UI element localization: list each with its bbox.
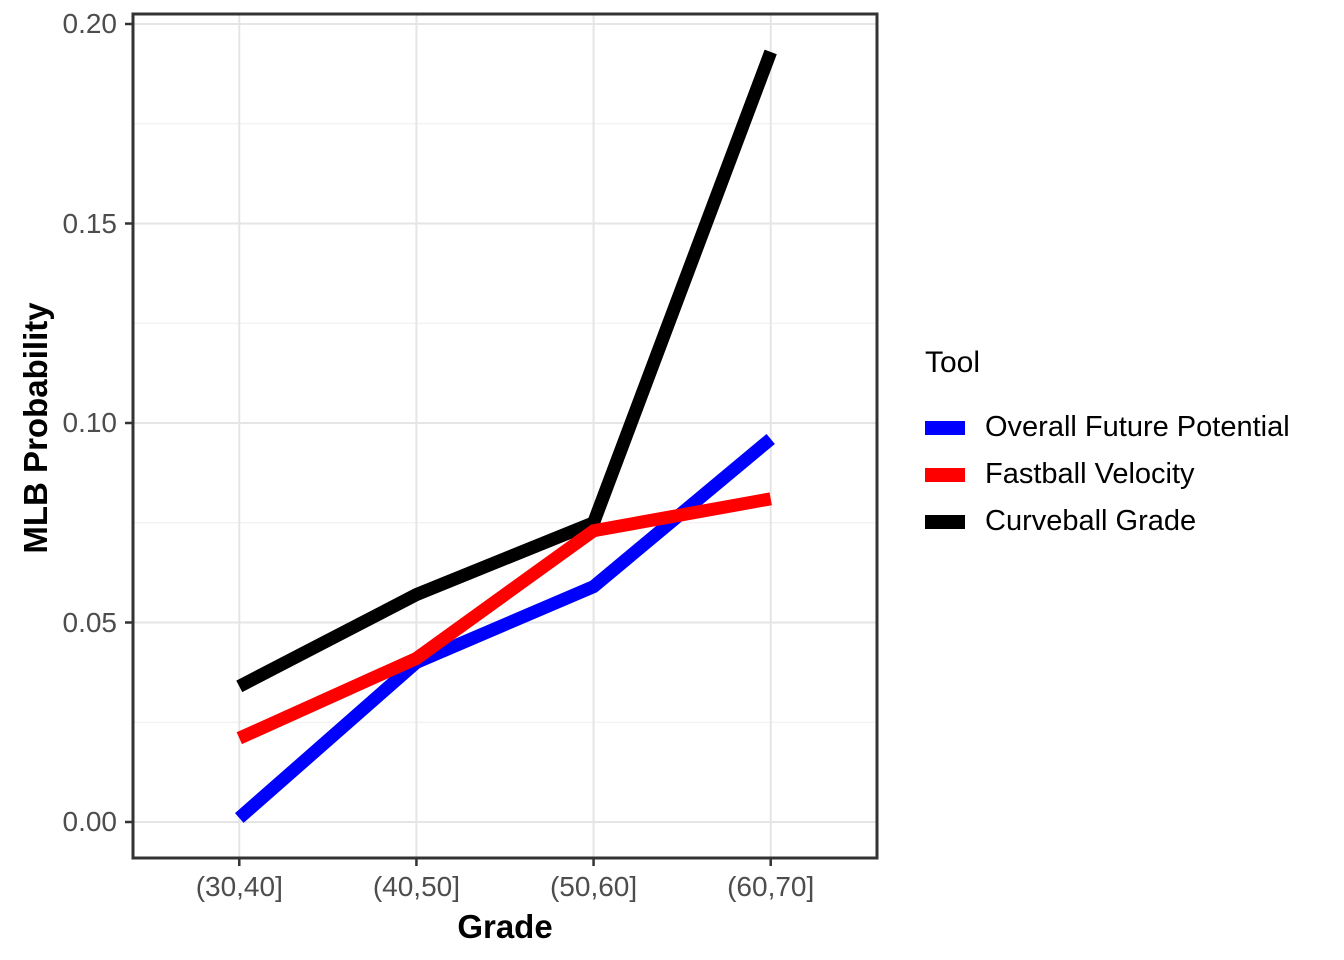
y-tick-label: 0.10 [62, 407, 118, 438]
legend-label: Fastball Velocity [985, 458, 1195, 490]
legend-label: Curveball Grade [985, 505, 1197, 537]
y-tick-label: 0.15 [62, 207, 118, 239]
x-tick-label: (50,60] [549, 871, 638, 902]
y-tick-label: 0.00 [62, 806, 118, 837]
x-axis-title: Grade [457, 908, 553, 945]
legend-label: Overall Future Potential [985, 411, 1290, 443]
legend-title: Tool [925, 346, 981, 379]
legend-swatch-curveball-grade [925, 514, 965, 529]
legend-swatch-overall-future-potential [925, 420, 965, 435]
legend-swatch-fastball-velocity [925, 467, 965, 482]
x-tick-label: (60,70] [727, 871, 815, 902]
legend: Tool Overall Future Potential Fastball Ve… [925, 346, 1290, 545]
legend-item: Curveball Grade [925, 498, 1290, 545]
x-tick-label: (40,50] [372, 871, 460, 902]
y-tick-label: 0.05 [62, 606, 118, 638]
x-tick-label: (30,40] [195, 871, 283, 902]
series-line-overall-future-potential [234, 433, 775, 823]
legend-item: Fastball Velocity [925, 451, 1290, 498]
legend-items: Overall Future Potential Fastball Velocit… [925, 404, 1290, 545]
y-tick-label: 0.20 [62, 8, 118, 39]
series-line-curveball-grade [236, 49, 777, 693]
panel-border [131, 12, 879, 860]
y-axis-title: MLB Probability [17, 302, 54, 554]
legend-item: Overall Future Potential [925, 404, 1290, 451]
series-line-fastball-velocity [236, 492, 772, 745]
